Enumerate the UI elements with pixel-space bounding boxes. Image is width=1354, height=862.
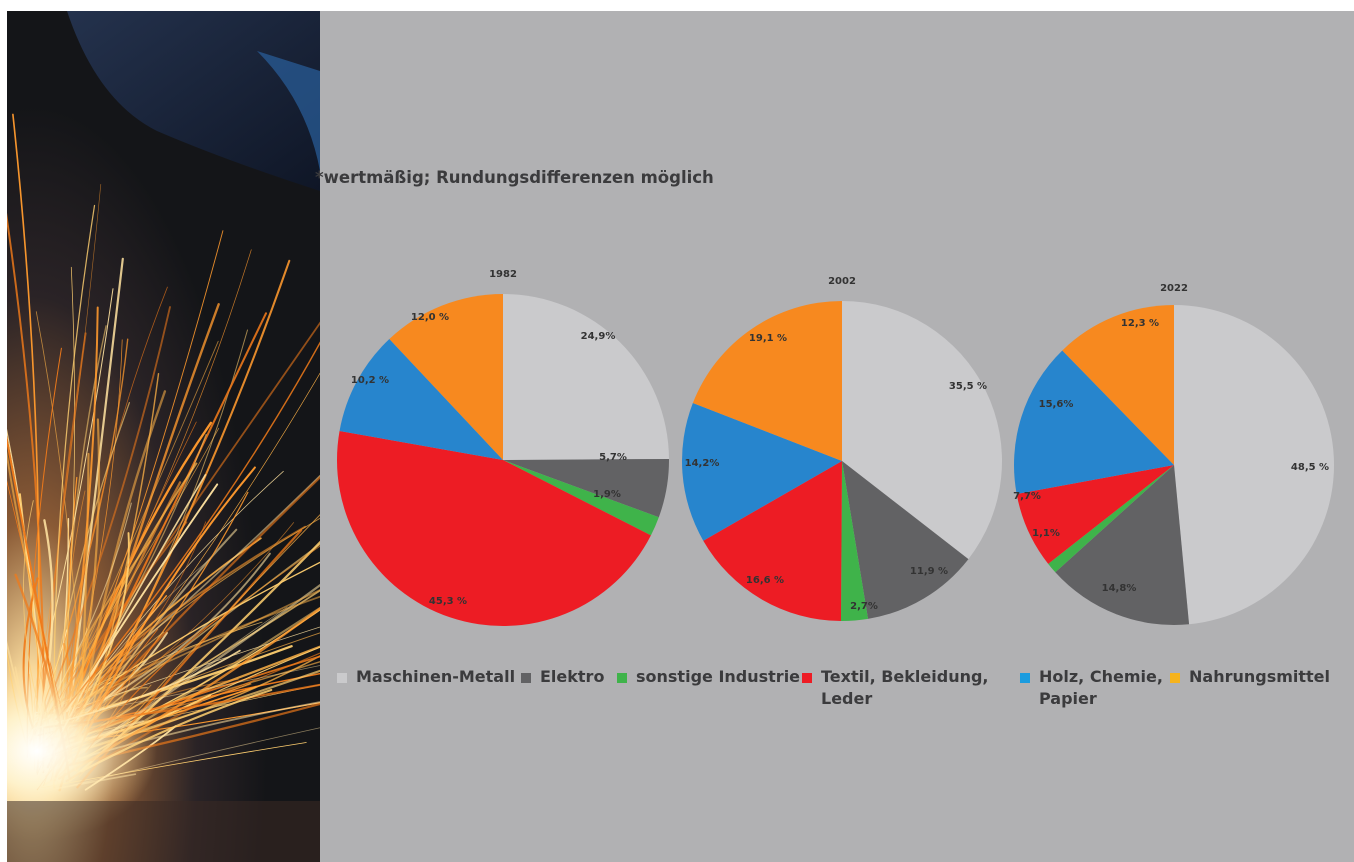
legend-item-maschinen-metall: Maschinen-Metall — [337, 666, 515, 688]
legend: Maschinen-Metall Elektro sonstige Indust… — [320, 666, 1354, 726]
pie-charts: 1982 24,9% 5,7% 1,9% 45,3 % 10,2 % 12,0 % 2002 3… — [336, 269, 1335, 627]
legend-label-nahrungsmittel: Nahrungsmittel — [1189, 667, 1331, 686]
data-label-2002-holz-chemie-papier: 14,2% — [685, 458, 720, 469]
legend-label-maschinen-metall: Maschinen-Metall — [356, 667, 516, 686]
pie-slice-1982-sonstige-industrie — [503, 460, 659, 536]
pie-slice-2022-maschinen-metall — [1174, 305, 1335, 625]
pie-slice-1982-holz-chemie-papier — [339, 338, 503, 460]
data-label-1982-holz-chemie-papier: 10,2 % — [351, 375, 389, 386]
legend-label-holz: Holz, Chemie, Papier — [1039, 667, 1163, 708]
legend-swatch-nahrungsmittel — [1170, 673, 1180, 683]
pie-slice-1982-textil-bekleidung-leder — [336, 430, 651, 627]
legend-label-sonstige-industrie: sonstige Industrie — [636, 667, 801, 686]
pie-slice-2002-maschinen-metall — [842, 301, 1002, 560]
legend-item-sonstige-industrie: sonstige Industrie — [617, 666, 800, 688]
data-label-1982-nahrungsmittel: 12,0 % — [411, 312, 449, 323]
welding-sparks-photo — [7, 11, 320, 862]
chart-title-2002: 2002 — [828, 276, 856, 287]
data-label-2022-elektro: 14,8% — [1102, 583, 1137, 594]
pie-slice-1982-nahrungsmittel — [389, 294, 503, 460]
legend-item-elektro: Elektro — [521, 666, 604, 688]
data-label-2022-nahrungsmittel: 12,3 % — [1121, 318, 1159, 329]
data-label-2002-sonstige-industrie: 2,7% — [850, 601, 878, 612]
data-label-1982-maschinen-metall: 24,9% — [581, 331, 616, 342]
legend-swatch-sonstige-industrie — [617, 673, 627, 683]
chart-title-1982: 1982 — [489, 269, 517, 280]
pie-slice-1982-elektro — [503, 458, 670, 518]
data-label-1982-elektro: 5,7% — [599, 452, 627, 463]
pie-slice-2002-sonstige-industrie — [840, 461, 869, 622]
pie-slice-1982-maschinen-metall — [503, 294, 669, 460]
legend-item-holz: Holz, Chemie, Papier — [1020, 666, 1163, 710]
pie-slice-2002-textil-bekleidung-leder — [703, 461, 842, 621]
pie-slice-2002-elektro — [842, 461, 969, 619]
legend-label-textil: Textil, Bekleidung, Leder — [821, 667, 989, 708]
pie-slice-2002-holz-chemie-papier — [682, 403, 842, 541]
pie-slice-2002-nahrungsmittel — [692, 301, 842, 461]
data-label-2002-maschinen-metall: 35,5 % — [949, 381, 987, 392]
data-label-2002-nahrungsmittel: 19,1 % — [749, 333, 787, 344]
legend-item-nahrungsmittel: Nahrungsmittel — [1170, 666, 1330, 688]
legend-swatch-maschinen-metall — [337, 673, 347, 683]
pie-chart-2002: 2002 35,5 % 11,9 % 2,7% 16,6 % 14,2% 19,1 % — [682, 276, 1002, 622]
pie-slice-2022-holz-chemie-papier — [1014, 350, 1174, 494]
data-label-2022-maschinen-metall: 48,5 % — [1291, 462, 1329, 473]
legend-item-textil: Textil, Bekleidung, Leder — [802, 666, 989, 710]
data-label-1982-sonstige-industrie: 1,9% — [593, 489, 621, 500]
legend-label-elektro: Elektro — [540, 667, 605, 686]
pie-chart-1982: 1982 24,9% 5,7% 1,9% 45,3 % 10,2 % 12,0 % — [336, 269, 670, 627]
chart-title-2022: 2022 — [1160, 283, 1188, 294]
pie-slice-2022-elektro — [1055, 465, 1190, 626]
data-label-1982-textil-bekleidung-leder: 45,3 % — [429, 596, 467, 607]
data-label-2022-textil-bekleidung-leder: 7,7% — [1013, 491, 1041, 502]
legend-swatch-textil — [802, 673, 812, 683]
data-label-2002-elektro: 11,9 % — [910, 566, 948, 577]
footnote-text: *wertmäßig; Rundungsdifferenzen möglich — [315, 168, 714, 187]
data-label-2022-holz-chemie-papier: 15,6% — [1039, 399, 1074, 410]
data-label-2022-sonstige-industrie: 1,1% — [1032, 528, 1060, 539]
legend-swatch-holz — [1020, 673, 1030, 683]
pie-chart-2022: 2022 48,5 % 14,8% 1,1% 7,7% 15,6% 12,3 % — [1013, 283, 1335, 626]
pie-slice-2022-sonstige-industrie — [1048, 465, 1174, 573]
pie-slice-2022-textil-bekleidung-leder — [1016, 465, 1174, 564]
chart-panel: *wertmäßig; Rundungsdifferenzen möglich … — [315, 11, 1354, 862]
data-label-2002-textil-bekleidung-leder: 16,6 % — [746, 575, 784, 586]
pie-slice-2022-nahrungsmittel — [1062, 305, 1174, 465]
legend-swatch-elektro — [521, 673, 531, 683]
